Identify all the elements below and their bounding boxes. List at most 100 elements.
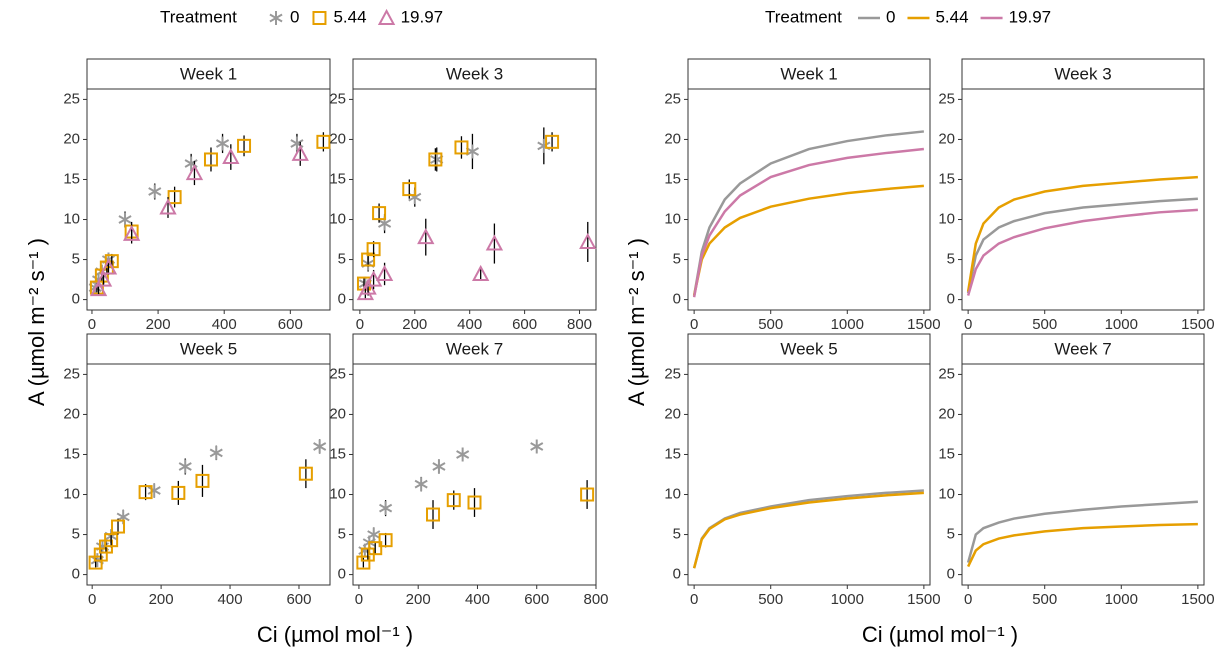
point — [222, 147, 240, 165]
line — [966, 522, 1198, 568]
x-tick-label: 500 — [758, 316, 783, 333]
point — [579, 232, 597, 249]
y-tick-label: 0 — [338, 566, 346, 583]
point — [530, 439, 544, 454]
y-tick-label: 0 — [72, 291, 80, 308]
point — [367, 527, 381, 542]
y-tick-label: 15 — [329, 170, 346, 187]
y-tick-label: 10 — [938, 210, 955, 227]
y-tick-label: 15 — [329, 445, 346, 462]
x-tick-label: 800 — [583, 591, 608, 608]
x-tick-label: 0 — [88, 591, 96, 608]
point — [94, 270, 113, 287]
y-tick-label: 5 — [72, 251, 80, 268]
y-tick-label: 15 — [664, 170, 681, 187]
line — [692, 147, 925, 298]
y-tick-label: 20 — [63, 130, 80, 147]
y-tick-label: 20 — [329, 130, 346, 147]
y-tick-label: 10 — [63, 485, 80, 502]
x-tick-label: 0 — [88, 316, 96, 333]
point — [291, 144, 309, 161]
point — [368, 541, 383, 556]
y-tick-label: 15 — [63, 445, 80, 462]
point — [111, 519, 126, 534]
x-tick-label: 200 — [402, 316, 427, 333]
facet-strip — [687, 58, 931, 90]
point — [356, 555, 371, 570]
plot-panel — [352, 88, 597, 311]
y-tick-label: 5 — [673, 526, 681, 543]
x-tick-label: 400 — [212, 316, 237, 333]
point — [545, 134, 560, 149]
y-tick-label: 15 — [938, 445, 955, 462]
point — [485, 234, 504, 251]
y-tick-label: 20 — [63, 405, 80, 422]
y-tick-label: 10 — [938, 485, 955, 502]
x-tick-label: 1000 — [831, 316, 864, 333]
y-tick-label: 10 — [329, 210, 346, 227]
x-tick-label: 500 — [1032, 316, 1057, 333]
plot-panel — [961, 363, 1205, 586]
y-tick-label: 25 — [664, 90, 681, 107]
x-tick-label: 0 — [964, 591, 972, 608]
legend-label: 19.97 — [401, 7, 444, 26]
x-axis-title: Ci (µmol mol⁻¹ ) — [257, 622, 413, 647]
legend-title: Treatment — [765, 7, 842, 26]
point — [298, 466, 313, 481]
x-tick-label: 1500 — [907, 591, 940, 608]
plot-panel — [961, 88, 1205, 311]
facet-title: Week 3 — [446, 64, 503, 83]
point — [414, 477, 428, 492]
x-tick-label: 1500 — [1181, 316, 1214, 333]
facet-strip — [352, 58, 597, 90]
y-tick-label: 20 — [664, 405, 681, 422]
plot-panel — [687, 363, 931, 586]
y-tick-label: 25 — [664, 365, 681, 382]
facet-strip — [352, 333, 597, 365]
point — [428, 152, 443, 167]
point — [290, 136, 304, 151]
point — [178, 459, 192, 474]
y-axis-title: A (µmol m⁻² s⁻¹ ) — [24, 238, 49, 406]
x-tick-label: 1000 — [831, 591, 864, 608]
point — [215, 136, 230, 151]
point — [94, 268, 109, 283]
point — [580, 487, 595, 502]
x-tick-label: 800 — [567, 316, 592, 333]
point — [104, 533, 119, 548]
y-tick-label: 20 — [938, 130, 955, 147]
y-tick-label: 20 — [329, 405, 346, 422]
y-tick-label: 20 — [664, 130, 681, 147]
line — [692, 184, 924, 296]
x-tick-label: 600 — [278, 316, 303, 333]
y-tick-label: 0 — [72, 566, 80, 583]
facet-title: Week 3 — [1054, 64, 1111, 83]
point — [467, 495, 482, 510]
x-tick-label: 500 — [758, 591, 783, 608]
x-tick-label: 1000 — [1105, 591, 1138, 608]
facet-title: Week 1 — [180, 64, 237, 83]
facet-strip — [86, 58, 331, 90]
x-tick-label: 400 — [218, 591, 243, 608]
point — [432, 459, 446, 474]
x-axis-title: Ci (µmol mol⁻¹ ) — [862, 622, 1018, 647]
point — [89, 280, 108, 297]
point — [456, 447, 470, 462]
point — [209, 445, 223, 460]
y-tick-label: 5 — [72, 526, 80, 543]
x-tick-label: 400 — [457, 316, 482, 333]
legend-label: 19.97 — [1009, 7, 1052, 26]
y-tick-label: 0 — [673, 566, 681, 583]
y-tick-label: 15 — [938, 170, 955, 187]
x-tick-label: 200 — [149, 591, 174, 608]
x-tick-label: 600 — [512, 316, 537, 333]
plot-panel — [352, 363, 597, 586]
point — [203, 152, 218, 167]
x-tick-label: 0 — [964, 316, 972, 333]
line — [692, 130, 925, 296]
facet-strip — [961, 58, 1205, 90]
x-tick-label: 1500 — [1181, 591, 1214, 608]
point — [359, 278, 377, 295]
point — [366, 242, 381, 257]
